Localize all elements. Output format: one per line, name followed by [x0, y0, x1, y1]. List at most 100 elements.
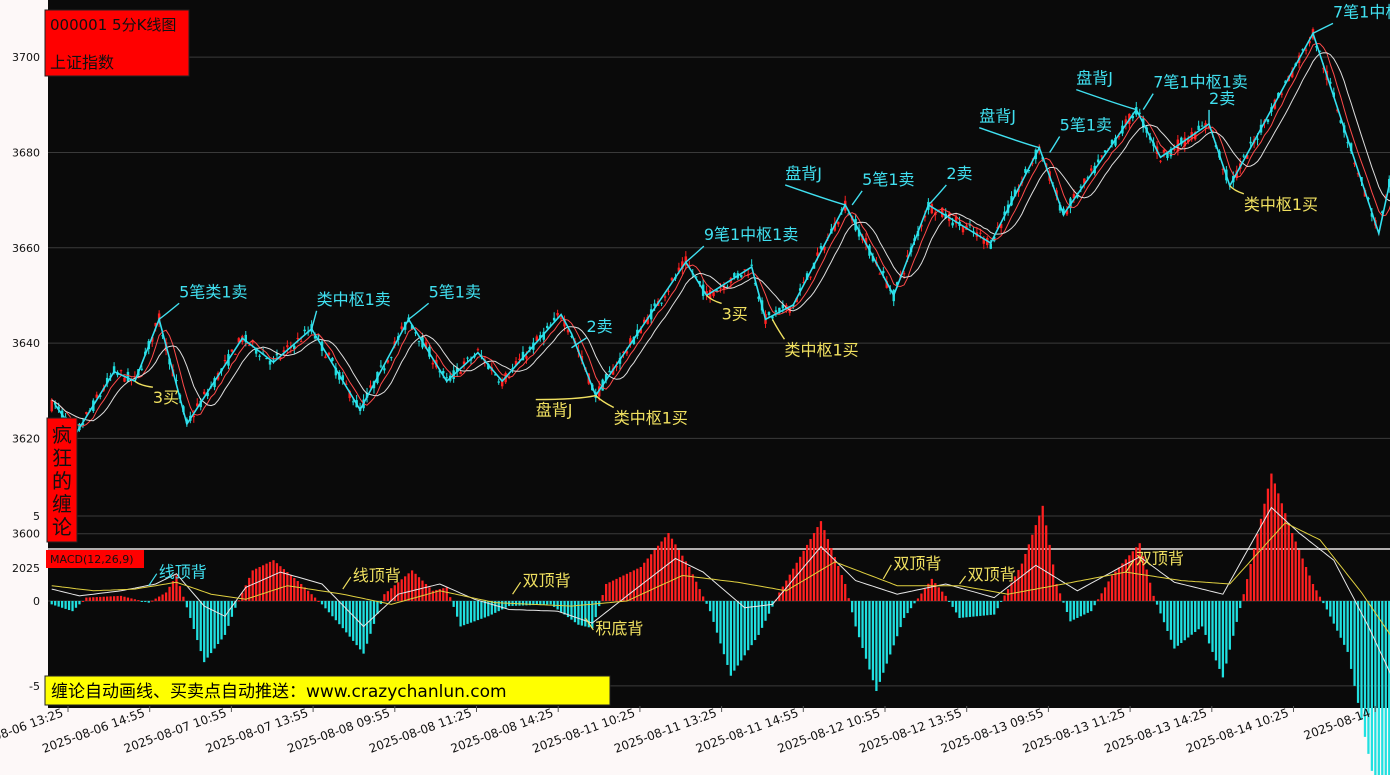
- macd-bar: [1388, 600, 1390, 775]
- macd-bar: [958, 600, 961, 618]
- annotation-label: 盘背J: [979, 107, 1016, 126]
- candle: [802, 281, 805, 283]
- macd-annotation-label: 双顶背: [523, 571, 571, 590]
- candle: [639, 329, 643, 334]
- candle: [1322, 68, 1325, 70]
- macd-bar: [504, 600, 507, 608]
- macd-bar: [913, 600, 916, 604]
- candle: [123, 377, 126, 382]
- candle: [514, 360, 518, 366]
- macd-bar: [60, 600, 64, 608]
- macd-bar: [352, 600, 355, 641]
- candle: [1114, 137, 1117, 146]
- macd-bar: [1315, 590, 1318, 601]
- macd-bar: [1197, 600, 1200, 630]
- macd-bar: [251, 570, 254, 601]
- macd-bar: [695, 581, 698, 601]
- macd-bar: [622, 575, 625, 601]
- candle: [1256, 138, 1259, 140]
- macd-bar: [736, 600, 739, 666]
- candle: [331, 357, 334, 362]
- macd-bar: [532, 600, 535, 606]
- annotation-arrow: [408, 302, 430, 320]
- macd-bar: [795, 562, 798, 601]
- candle: [196, 403, 199, 407]
- candle: [431, 362, 435, 365]
- candle: [1131, 116, 1135, 119]
- macd-bar: [1301, 558, 1304, 601]
- macd-bar: [469, 600, 473, 623]
- macd-bar: [542, 600, 545, 605]
- candle: [1339, 120, 1342, 123]
- macd-bar: [899, 600, 902, 628]
- macd-bar: [164, 592, 168, 601]
- macd-bar: [653, 550, 656, 601]
- candle: [494, 374, 497, 376]
- macd-bar: [948, 600, 951, 602]
- macd-bar: [1065, 600, 1069, 613]
- macd-annotation-label: 线顶背: [159, 563, 207, 582]
- candle: [1096, 159, 1100, 163]
- macd-bar: [189, 600, 192, 618]
- candle: [771, 316, 774, 319]
- annotation-arrow: [851, 190, 863, 206]
- macd-bar: [528, 600, 532, 606]
- candle: [369, 385, 372, 388]
- macd-bar: [130, 598, 133, 601]
- macd-annotation-arrow: [1125, 559, 1135, 573]
- macd-bar: [909, 600, 913, 609]
- macd-bar: [1332, 600, 1335, 624]
- macd-bar: [705, 600, 708, 604]
- chan-strokes: [54, 31, 1390, 436]
- candle: [663, 296, 667, 298]
- candle: [126, 371, 130, 382]
- candle: [705, 290, 708, 295]
- macd-bar: [234, 600, 237, 608]
- candle: [746, 273, 750, 275]
- candle: [1356, 173, 1360, 175]
- macd-bar: [1228, 600, 1231, 650]
- candle: [885, 281, 889, 288]
- main-y-ticks: 3600 3620 3640 3660 3680 3700: [12, 51, 40, 541]
- macd-bar: [920, 593, 923, 601]
- macd-bar: [1000, 600, 1003, 602]
- macd-bar: [393, 585, 396, 601]
- macd-bar: [199, 600, 202, 652]
- macd-bar: [1252, 548, 1256, 601]
- candle: [750, 264, 753, 266]
- candle: [1367, 198, 1370, 200]
- candle: [424, 342, 428, 349]
- macd-bar: [112, 596, 116, 601]
- macd-bar: [178, 586, 182, 601]
- candle: [660, 302, 663, 304]
- candle: [968, 224, 972, 226]
- macd-bar: [923, 588, 927, 601]
- candle: [878, 273, 882, 275]
- macd-bar: [1083, 600, 1086, 615]
- annotation-label: 5笔1卖: [862, 170, 914, 189]
- candle: [941, 207, 944, 217]
- macd-bar: [625, 573, 629, 601]
- candle: [989, 243, 992, 249]
- candle: [1308, 40, 1311, 44]
- macd-bar: [1131, 551, 1134, 601]
- candle: [767, 312, 771, 316]
- main-panel-bg: [0, 0, 1390, 548]
- candle: [677, 267, 681, 272]
- candle: [1200, 125, 1204, 127]
- macd-bar: [1367, 600, 1370, 754]
- ma10-line: [51, 52, 1390, 422]
- macd-bar: [435, 589, 438, 601]
- macd-bar: [338, 600, 341, 625]
- macd-bar: [462, 600, 466, 626]
- macd-bar: [501, 600, 504, 610]
- macd-bar: [1194, 600, 1197, 632]
- candle: [632, 337, 636, 344]
- promo-text: 缠论自动画线、买卖点自动推送：www.crazychanlun.com: [51, 682, 507, 702]
- macd-bar: [206, 600, 209, 658]
- macd-bar: [1045, 525, 1048, 601]
- macd-bar: [119, 595, 123, 601]
- macd-annotation-label: 双顶背: [893, 554, 941, 573]
